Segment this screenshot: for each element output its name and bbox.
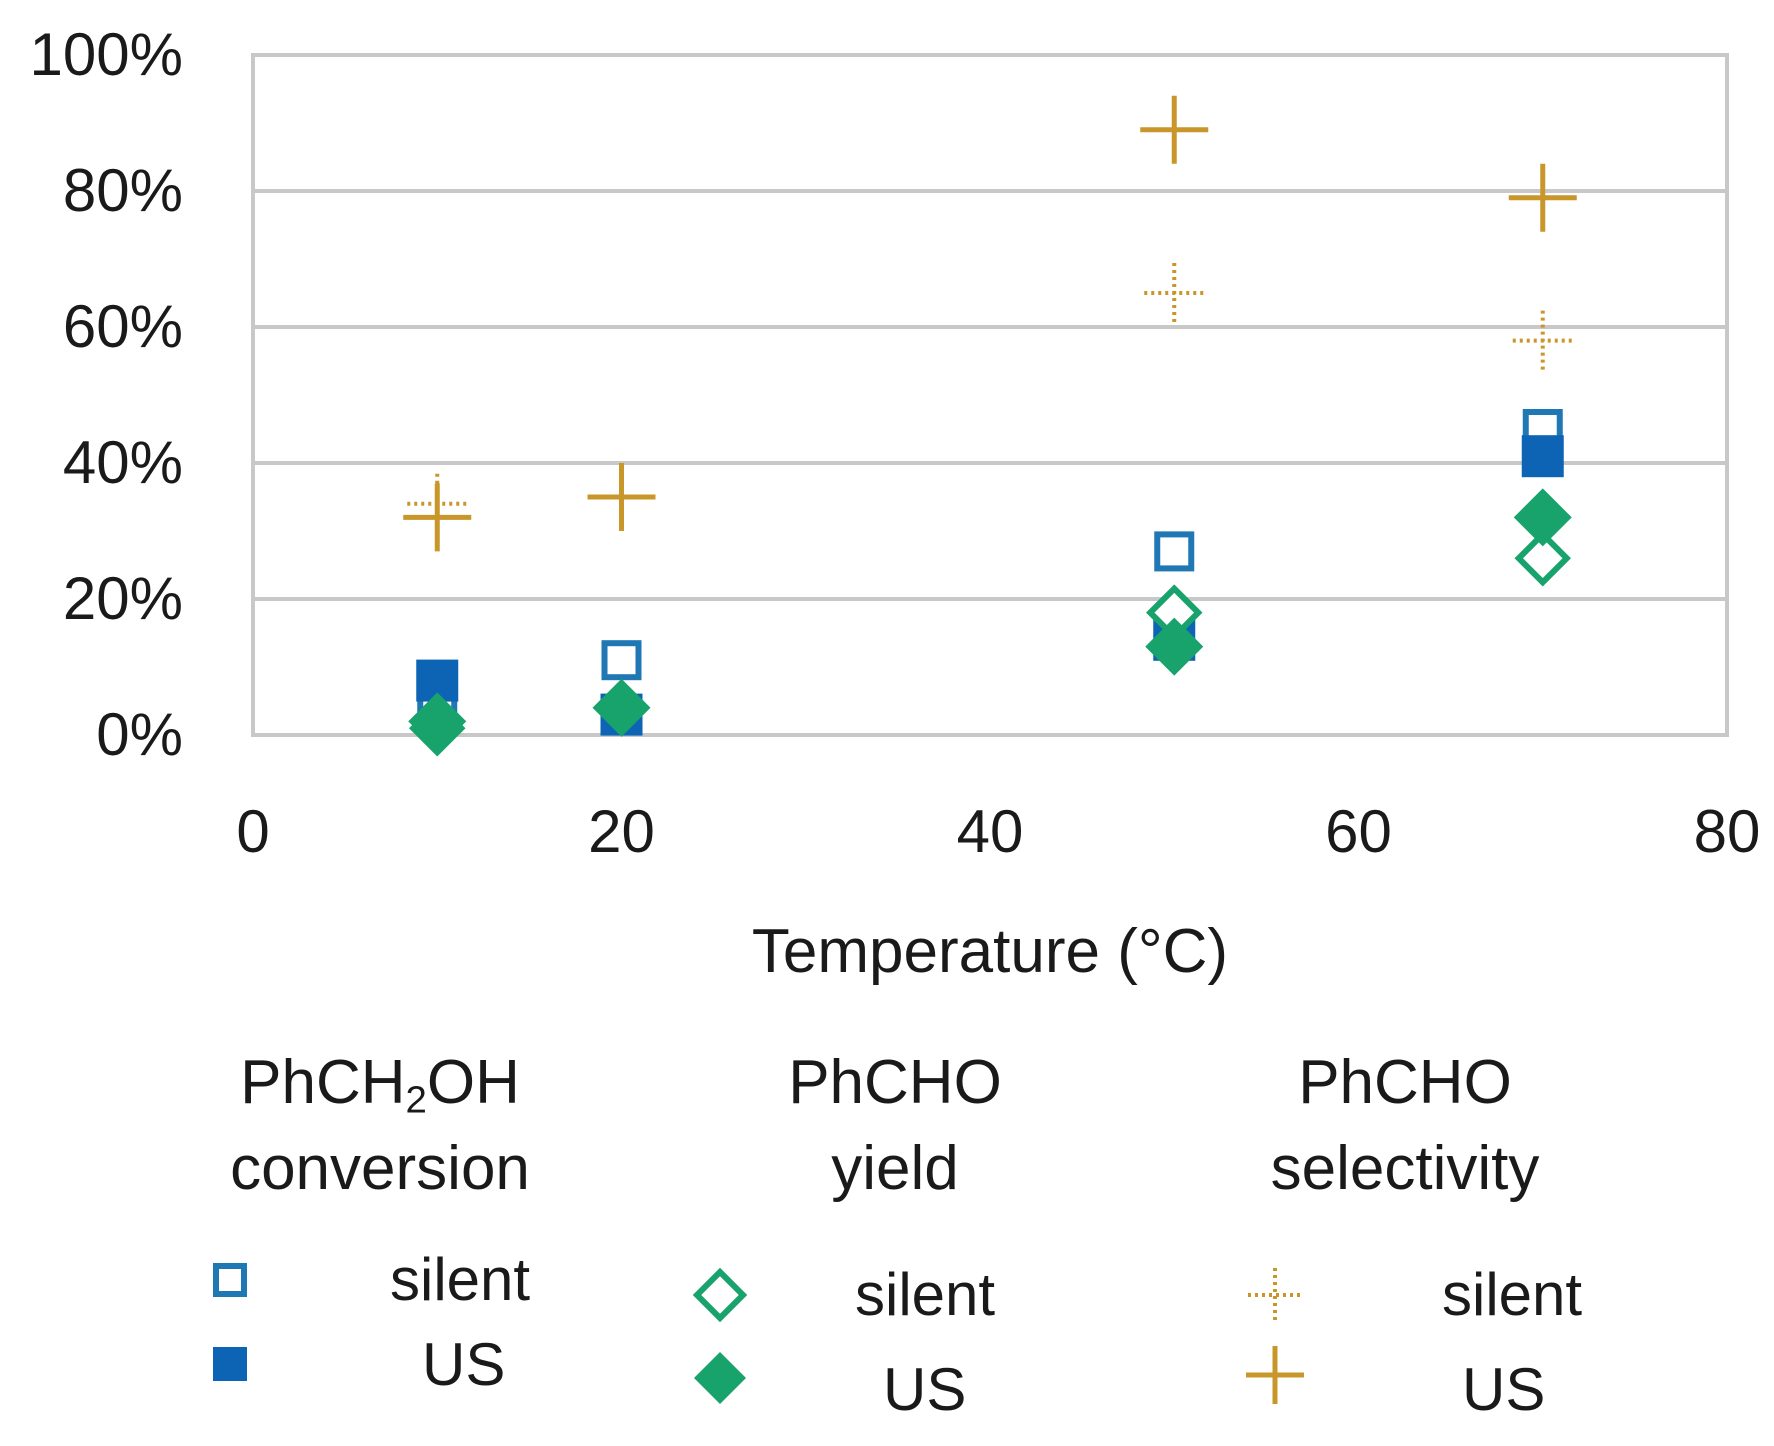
- legend-label-silent: silent: [390, 1246, 531, 1313]
- data-point-filled-diamond: [408, 692, 467, 751]
- y-tick-label: 0%: [96, 701, 183, 768]
- data-point-open-square: [601, 640, 642, 681]
- data-point-dotted-plus: [1512, 310, 1573, 371]
- y-tick-label: 80%: [63, 157, 183, 224]
- legend-group-selectivity: PhCHO selectivity silent US: [1105, 1040, 1705, 1440]
- x-tick-label: 0: [236, 798, 269, 865]
- data-point-open-square: [1154, 531, 1195, 572]
- filled-diamond-icon: [694, 1352, 746, 1404]
- grid-lines: [253, 53, 1727, 737]
- legend-label-silent: silent: [855, 1261, 996, 1328]
- x-tick-label: 60: [1325, 798, 1392, 865]
- data-points: [403, 95, 1577, 757]
- legend-title-selectivity-line2: selectivity: [1270, 1134, 1540, 1203]
- x-tick-label: 20: [588, 798, 655, 865]
- data-point-plus: [403, 483, 472, 552]
- data-point-filled-diamond: [592, 678, 651, 737]
- legend-label-silent: silent: [1442, 1261, 1583, 1328]
- data-point-filled-square: [1521, 435, 1564, 478]
- legend-title-conversion: PhCH2OH: [80, 1040, 680, 1126]
- data-point-open-diamond: [1514, 529, 1571, 587]
- legend-label-us: US: [1462, 1356, 1546, 1423]
- data-point-filled-diamond: [1145, 617, 1204, 676]
- x-tick-label: 80: [1694, 798, 1761, 865]
- legend-group-yield: PhCHO yield silent US: [595, 1040, 1195, 1440]
- legend-title-yield: PhCHO: [595, 1040, 1195, 1126]
- legend-title-subscript: 2: [405, 1078, 427, 1122]
- legend-label-us: US: [422, 1331, 506, 1398]
- data-point-filled-diamond: [1513, 488, 1572, 547]
- data-point-plus: [587, 463, 656, 531]
- y-tick-label: 20%: [63, 565, 183, 632]
- plot-area-border: [251, 53, 1729, 737]
- legend-title-yield-line2: yield: [831, 1134, 959, 1203]
- legend-title-conversion-line2: conversion: [230, 1134, 530, 1203]
- data-point-dotted-plus: [1144, 263, 1205, 323]
- legend-title-rest: OH: [426, 1048, 520, 1117]
- y-tick-label: 60%: [63, 293, 183, 360]
- open-square-icon: [213, 1263, 247, 1297]
- x-tick-label: 40: [957, 798, 1024, 865]
- legend-label-us: US: [883, 1356, 967, 1423]
- plus-icon: [1246, 1346, 1304, 1404]
- open-diamond-icon: [692, 1267, 748, 1323]
- x-axis-ticks: 0 20 40 60 80: [236, 798, 1760, 865]
- legend-group-conversion: PhCH2OH conversion silent US: [80, 1040, 680, 1440]
- legend-title-main: PhCH: [240, 1048, 406, 1117]
- x-axis-title: Temperature (°C): [752, 917, 1228, 986]
- y-axis-ticks: 0% 20% 40% 60% 80% 100%: [30, 21, 183, 768]
- legend-title-main: PhCHO: [1298, 1048, 1512, 1117]
- scatter-chart: 0% 20% 40% 60% 80% 100% 0 20 40 60 80 Temperature…: [30, 21, 1761, 986]
- dotted-plus-icon: [1248, 1268, 1302, 1322]
- filled-square-icon: [213, 1347, 247, 1381]
- legend-title-selectivity: PhCHO: [1105, 1040, 1705, 1126]
- legend-title-main: PhCHO: [788, 1048, 1002, 1117]
- y-tick-label: 100%: [30, 21, 183, 88]
- y-tick-label: 40%: [63, 429, 183, 496]
- data-point-plus: [1508, 163, 1577, 232]
- data-point-plus: [1140, 95, 1209, 164]
